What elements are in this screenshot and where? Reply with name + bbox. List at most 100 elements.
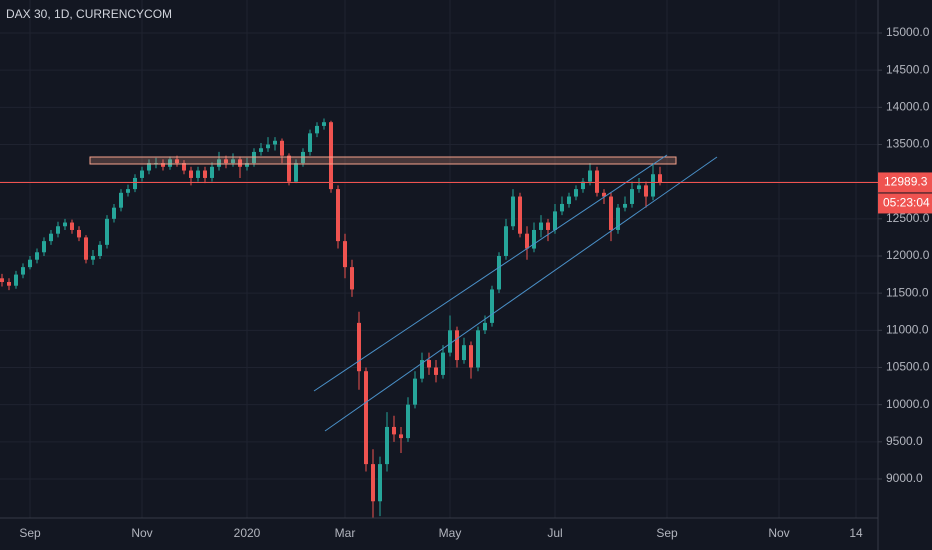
candle-body bbox=[399, 434, 403, 439]
candle-body bbox=[161, 163, 165, 167]
candle-body bbox=[343, 241, 347, 268]
candle-body bbox=[168, 159, 172, 167]
candle-body bbox=[273, 140, 277, 145]
candle-body bbox=[84, 237, 88, 260]
candle-body bbox=[301, 151, 305, 164]
last-price-label: 12989.3 bbox=[884, 175, 928, 189]
candle-body bbox=[644, 185, 648, 197]
candle-body bbox=[126, 189, 130, 193]
candle-body bbox=[35, 252, 39, 260]
channel-upper bbox=[313, 154, 668, 392]
candle-body bbox=[469, 345, 473, 368]
candle-body bbox=[637, 185, 641, 190]
candle-body bbox=[315, 125, 319, 134]
candle-body bbox=[224, 159, 228, 164]
candle-body bbox=[217, 159, 221, 167]
y-tick-label: 10500.0 bbox=[886, 360, 930, 374]
candle-body bbox=[574, 189, 578, 197]
candle-body bbox=[609, 196, 613, 230]
candle-body bbox=[539, 222, 543, 230]
candle-body bbox=[119, 192, 123, 208]
candle-body bbox=[175, 159, 179, 164]
candle-body bbox=[112, 207, 116, 219]
candle-body bbox=[28, 259, 32, 268]
y-tick-label: 15000.0 bbox=[886, 25, 930, 39]
candle-body bbox=[616, 207, 620, 230]
candle-body bbox=[392, 426, 396, 435]
candle-body bbox=[91, 255, 95, 260]
candle-body bbox=[385, 426, 389, 465]
candle-body bbox=[378, 464, 382, 502]
candle-body bbox=[140, 170, 144, 178]
candle-body bbox=[511, 196, 515, 227]
y-tick-label: 9500.0 bbox=[886, 434, 923, 448]
chart-title: DAX 30, 1D, CURRENCYCOM bbox=[6, 7, 172, 21]
y-tick-label: 14000.0 bbox=[886, 100, 930, 114]
candle-body bbox=[490, 289, 494, 323]
y-tick-label: 10000.0 bbox=[886, 397, 930, 411]
candle-body bbox=[49, 233, 53, 242]
candle-body bbox=[0, 278, 4, 283]
x-tick-label: Mar bbox=[335, 526, 356, 540]
candle-body bbox=[532, 229, 536, 249]
y-tick-label: 12500.0 bbox=[886, 211, 930, 225]
y-tick-label: 12000.0 bbox=[886, 248, 930, 262]
channel-lower bbox=[324, 156, 718, 432]
x-tick-label: Jul bbox=[547, 526, 562, 540]
candle-body bbox=[455, 330, 459, 361]
candle-body bbox=[322, 122, 326, 126]
y-tick-label: 11500.0 bbox=[886, 285, 929, 299]
candle-body bbox=[63, 222, 67, 227]
candle-body bbox=[133, 177, 137, 190]
candle-body bbox=[105, 218, 109, 245]
candle-body bbox=[266, 144, 270, 149]
candle-body bbox=[147, 163, 151, 171]
candle-body bbox=[623, 203, 627, 208]
candle-body bbox=[448, 330, 452, 353]
candle-body bbox=[42, 241, 46, 253]
candle-body bbox=[350, 267, 354, 290]
candle-body bbox=[595, 170, 599, 193]
candle-body bbox=[553, 211, 557, 230]
candle-body bbox=[504, 226, 508, 256]
candle-body bbox=[441, 352, 445, 375]
candle-body bbox=[252, 151, 256, 164]
candle-body bbox=[336, 189, 340, 242]
candle-body bbox=[434, 367, 438, 375]
y-tick-label: 14500.0 bbox=[886, 62, 930, 76]
candle-body bbox=[581, 181, 585, 190]
candle-body bbox=[497, 255, 501, 290]
candle-body bbox=[525, 233, 529, 249]
candle-body bbox=[651, 174, 655, 197]
candle-body bbox=[518, 196, 522, 234]
candle-body bbox=[658, 174, 662, 183]
candle-body bbox=[462, 345, 466, 361]
candle-body bbox=[56, 226, 60, 234]
candle-body bbox=[329, 122, 333, 190]
candle-body bbox=[245, 163, 249, 167]
candle-body bbox=[420, 360, 424, 379]
candle-body bbox=[406, 404, 410, 439]
candles bbox=[0, 118, 662, 518]
y-tick-label: 9000.0 bbox=[886, 471, 923, 485]
candle-body bbox=[189, 170, 193, 178]
candle-body bbox=[203, 170, 207, 178]
candle-body bbox=[546, 222, 550, 230]
candle-body bbox=[231, 159, 235, 164]
candle-body bbox=[427, 360, 431, 368]
x-tick-label: Sep bbox=[656, 526, 678, 540]
candle-body bbox=[476, 330, 480, 368]
candle-body bbox=[630, 189, 634, 204]
x-tick-label: Nov bbox=[131, 526, 152, 540]
candle-body bbox=[588, 170, 592, 182]
x-tick-label: Sep bbox=[19, 526, 41, 540]
candle-body bbox=[357, 322, 361, 372]
candle-body bbox=[280, 140, 284, 156]
y-tick-label: 11000.0 bbox=[886, 322, 929, 336]
candle-body bbox=[483, 322, 487, 331]
candle-body bbox=[210, 166, 214, 178]
y-tick-label: 13500.0 bbox=[886, 137, 930, 151]
candle-body bbox=[21, 267, 25, 275]
